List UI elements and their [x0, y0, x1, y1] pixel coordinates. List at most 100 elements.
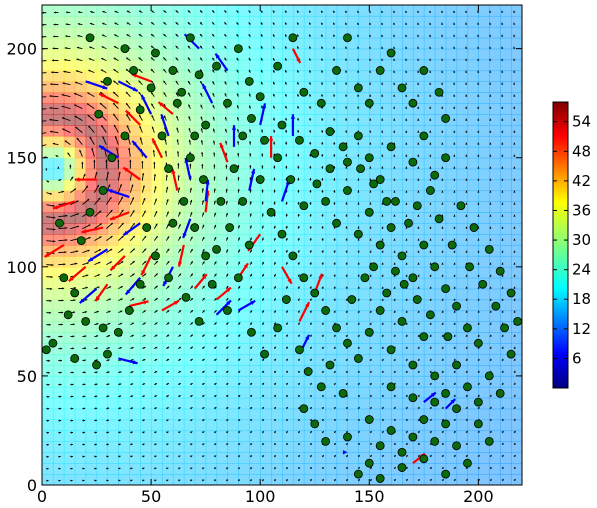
- vector-arrow-head: [155, 298, 158, 301]
- vector-arrow-head: [441, 190, 444, 193]
- heatmap-cell: [85, 299, 98, 312]
- heatmap-cell: [129, 266, 141, 279]
- heatmap-cell: [325, 474, 338, 485]
- heatmap-cell: [238, 48, 250, 61]
- heatmap-cell: [140, 288, 152, 301]
- vector-arrow-head: [441, 70, 444, 73]
- heatmap-cell: [74, 103, 87, 115]
- vector-arrow-head: [417, 190, 420, 193]
- vector-arrow-head: [73, 188, 76, 191]
- heatmap-cell: [282, 375, 294, 388]
- vector-arrow-head: [285, 310, 288, 313]
- vector-arrow-head: [417, 322, 420, 326]
- heatmap-cell: [42, 474, 54, 485]
- heatmap-cell: [292, 408, 305, 421]
- vector-arrow-head: [345, 407, 348, 410]
- vector-arrow-head: [201, 200, 204, 203]
- heatmap-cell: [402, 386, 414, 399]
- vector-arrow-head: [417, 166, 420, 169]
- heatmap-cell: [162, 310, 174, 322]
- heatmap-cell: [183, 343, 196, 355]
- heatmap-cell: [412, 277, 425, 290]
- heatmap-cell: [52, 48, 65, 61]
- vector-arrow-head: [381, 10, 384, 14]
- heatmap-cell: [118, 223, 130, 235]
- vector-arrow-head: [285, 443, 288, 446]
- heatmap-cell: [140, 408, 152, 421]
- heatmap-cell: [205, 223, 218, 235]
- heatmap-cell: [467, 299, 479, 312]
- vector-arrow-head: [142, 455, 145, 458]
- vector-arrow-head: [59, 395, 62, 398]
- vector-arrow-head: [89, 136, 92, 140]
- vector-arrow-head: [248, 46, 251, 49]
- heatmap-cell: [172, 103, 185, 115]
- vector-arrow-head: [429, 358, 432, 362]
- vector-arrow-head: [85, 286, 88, 289]
- heatmap-cell: [369, 343, 381, 355]
- vector-arrow-head: [321, 34, 324, 37]
- vector-arrow-head: [226, 322, 229, 325]
- vector-arrow-head: [95, 407, 98, 410]
- heatmap-cell: [478, 321, 490, 333]
- heatmap-cell: [391, 59, 403, 72]
- heatmap-cell: [434, 310, 447, 322]
- vector-arrow-head: [261, 407, 264, 410]
- heatmap-cell: [434, 365, 447, 377]
- heatmap-cell: [314, 212, 327, 224]
- heatmap-cell: [271, 201, 283, 213]
- vector-arrow-head: [309, 165, 312, 168]
- vector-arrow-head: [155, 223, 158, 226]
- heatmap-cell: [63, 48, 76, 61]
- vector-arrow-head: [143, 298, 146, 301]
- heatmap-cell: [478, 343, 490, 355]
- heatmap-cell: [391, 321, 403, 333]
- vector-arrow-head: [224, 34, 227, 37]
- vector-arrow-head: [114, 10, 117, 13]
- heatmap-cell: [358, 234, 370, 246]
- heatmap-cell: [336, 375, 349, 388]
- vector-arrow-head: [441, 46, 444, 49]
- heatmap-cell: [347, 266, 359, 279]
- vector-arrow-head: [188, 139, 191, 142]
- heatmap-cell: [183, 299, 196, 312]
- heatmap-cell: [511, 15, 522, 28]
- heatmap-cell: [194, 234, 207, 246]
- heatmap-cell: [52, 375, 65, 388]
- heatmap-cell: [445, 37, 458, 50]
- heatmap-cell: [423, 365, 436, 377]
- vector-arrow-head: [465, 346, 468, 350]
- heatmap-cell: [402, 70, 414, 82]
- heatmap-cell: [172, 70, 185, 82]
- vector-arrow-head: [489, 430, 492, 434]
- heatmap-cell: [380, 441, 392, 453]
- vector-arrow-head: [381, 202, 384, 205]
- heatmap-cell: [434, 92, 447, 104]
- heatmap-cell: [336, 299, 349, 312]
- heatmap-cell: [358, 255, 370, 268]
- heatmap-cell: [489, 201, 501, 213]
- heatmap-cell: [107, 223, 119, 235]
- vector-arrow-head: [176, 115, 179, 119]
- heatmap-cell: [423, 48, 436, 61]
- vector-arrow-head: [381, 22, 384, 26]
- heatmap-cell: [129, 26, 141, 39]
- heatmap-cell: [63, 15, 76, 28]
- vector-arrow-head: [225, 455, 229, 458]
- heatmap-cell: [402, 343, 414, 355]
- heatmap-cell: [238, 37, 250, 50]
- heatmap-cell: [52, 354, 65, 366]
- heatmap-cell: [42, 245, 54, 257]
- heatmap-cell: [391, 430, 403, 442]
- vector-arrow-head: [405, 262, 408, 265]
- vector-arrow-head: [381, 346, 384, 350]
- heatmap-cell: [151, 201, 163, 213]
- heatmap-cell: [162, 37, 174, 50]
- heatmap-cell: [63, 299, 76, 312]
- vector-arrow-head: [63, 263, 66, 266]
- heatmap-cell: [412, 375, 425, 388]
- heatmap-cell: [456, 103, 469, 115]
- heatmap-cell: [314, 103, 327, 115]
- vector-arrow-head: [272, 34, 275, 37]
